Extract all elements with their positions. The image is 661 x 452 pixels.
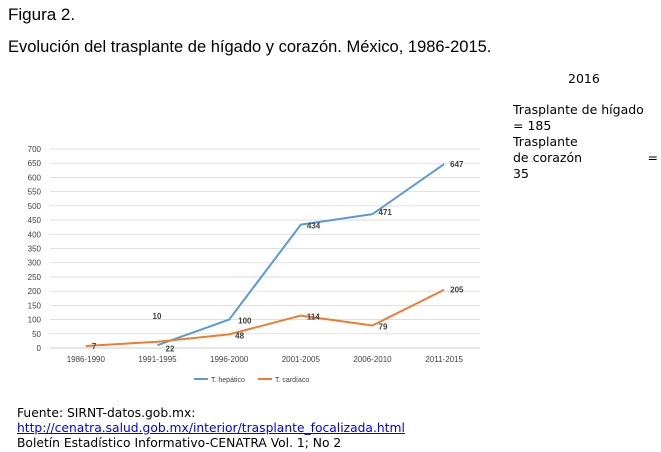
legend-liver-label: T. hepático <box>211 377 245 384</box>
liver-data-label: 471 <box>379 208 393 217</box>
footer-source: Fuente: SIRNT-datos.gob.mx: <box>17 406 196 420</box>
note-box: Trasplante de hígado = 185 Trasplante de… <box>513 102 658 182</box>
note-heart-line2: de corazón = <box>513 150 658 166</box>
x-tick-label: 1996-2000 <box>210 355 249 364</box>
y-tick-label: 200 <box>28 287 42 296</box>
heart-data-label: 205 <box>450 286 464 295</box>
liver-series-line <box>157 163 445 347</box>
footer: Fuente: SIRNT-datos.gob.mx: http://cenat… <box>17 406 405 451</box>
note-heart-line1: Trasplante <box>513 134 578 149</box>
y-tick-label: 650 <box>28 159 42 168</box>
line-chart: 0 50 100 150 200 250 300 350 400 450 500 550 600 650 7… <box>28 145 480 384</box>
y-tick-label: 350 <box>28 245 42 254</box>
y-tick-label: 150 <box>28 301 42 310</box>
note-heart-equals: = <box>647 150 658 165</box>
y-tick-label: 250 <box>28 273 42 282</box>
footer-link[interactable]: http://cenatra.salud.gob.mx/interior/tra… <box>17 421 405 435</box>
legend-heart-label: T. cardíaco <box>275 377 309 384</box>
liver-data-label: 10 <box>153 312 162 321</box>
y-tick-label: 500 <box>28 202 42 211</box>
note-heart-line3: 35 <box>513 166 529 181</box>
data-labels: 10 100 434 471 647 7 22 48 114 79 205 <box>92 160 464 354</box>
y-tick-label: 700 <box>28 145 42 154</box>
heart-series-line <box>85 288 445 348</box>
y-tick-label: 300 <box>28 259 42 268</box>
heart-data-label: 7 <box>92 342 97 351</box>
x-axis-ticks: 1986-1990 1991-1995 1996-2000 2001-2005 2006… <box>67 355 464 364</box>
x-tick-label: 1986-1990 <box>67 355 106 364</box>
heart-data-label: 114 <box>307 313 320 322</box>
figure-label: Figura 2. <box>8 5 76 24</box>
y-tick-label: 550 <box>28 188 42 197</box>
note-year: 2016 <box>568 71 600 86</box>
liver-data-label: 647 <box>450 160 464 169</box>
y-tick-label: 0 <box>37 344 42 353</box>
x-tick-label: 2001-2005 <box>282 355 321 364</box>
note-liver-line2: = 185 <box>513 118 552 133</box>
heart-data-label: 48 <box>235 331 244 340</box>
liver-data-label: 434 <box>307 222 321 231</box>
y-tick-label: 600 <box>28 173 42 182</box>
series-layer <box>85 163 445 348</box>
liver-data-label: 100 <box>238 317 252 326</box>
heart-data-label: 79 <box>379 323 388 332</box>
y-tick-label: 100 <box>28 316 42 325</box>
y-axis-ticks: 0 50 100 150 200 250 300 350 400 450 500 550 600 650 7… <box>28 145 42 353</box>
x-tick-label: 2006-2010 <box>353 355 392 364</box>
x-tick-label: 1991-1995 <box>138 355 177 364</box>
y-tick-label: 50 <box>32 330 41 339</box>
note-heart-label: de corazón <box>513 150 583 165</box>
grid-layer <box>50 148 480 349</box>
y-tick-label: 450 <box>28 216 42 225</box>
figure-title: Evolución del trasplante de hígado y cor… <box>8 38 492 56</box>
y-tick-label: 400 <box>28 230 42 239</box>
footer-bulletin: Boletín Estadístico Informativo-CENATRA … <box>17 436 342 450</box>
x-tick-label: 2011-2015 <box>425 355 463 364</box>
heart-data-label: 22 <box>166 345 175 354</box>
note-liver-line1: Trasplante de hígado <box>513 102 644 117</box>
legend: T. hepático T. cardíaco <box>194 377 309 384</box>
